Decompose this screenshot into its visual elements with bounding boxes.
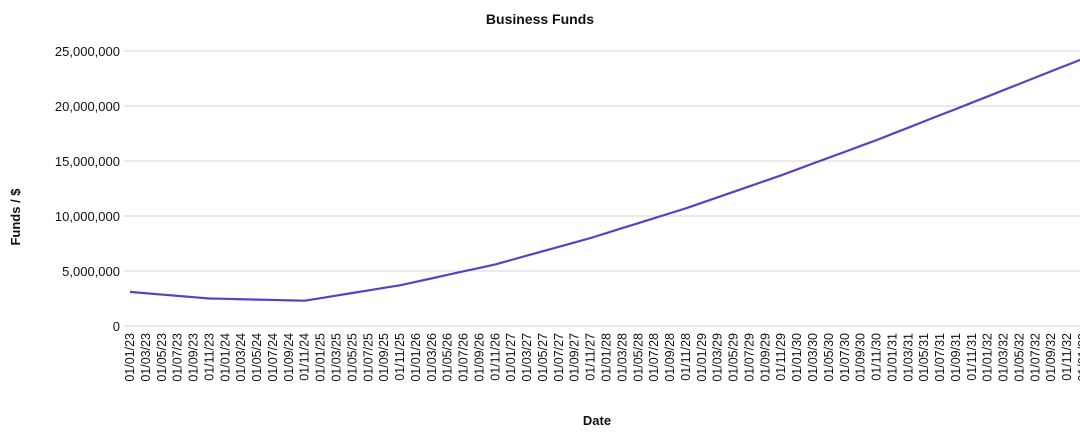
x-tick-label: 01/03/24: [234, 333, 248, 382]
x-tick-label: 01/07/30: [838, 333, 852, 382]
x-tick-label: 01/11/28: [679, 333, 693, 381]
x-tick-label: 01/03/30: [806, 333, 820, 382]
x-tick-label: 01/01/30: [790, 333, 804, 382]
x-tick-label: 01/01/24: [218, 333, 232, 382]
x-tick-label: 01/09/26: [472, 333, 486, 382]
x-tick-label: 01/07/28: [647, 333, 661, 382]
x-tick-label: 01/03/26: [425, 333, 439, 382]
x-tick-label: 01/09/27: [568, 333, 582, 382]
x-tick-label: 01/05/25: [345, 333, 359, 382]
x-tick-label: 01/07/24: [266, 333, 280, 382]
x-tick-label: 01/11/30: [870, 333, 884, 381]
x-tick-label: 01/01/31: [885, 333, 899, 382]
x-tick-label: 01/03/32: [997, 333, 1011, 382]
y-axis-title: Funds / $: [8, 188, 23, 246]
x-tick-label: 01/05/31: [917, 333, 931, 382]
x-tick-label: 01/01/29: [695, 333, 709, 382]
x-tick-label: 01/11/29: [774, 333, 788, 381]
x-tick-label: 01/03/29: [711, 333, 725, 382]
x-tick-label: 01/05/30: [822, 333, 836, 382]
x-tick-label: 01/07/29: [742, 333, 756, 382]
x-tick-label: 01/09/32: [1044, 333, 1058, 382]
x-tick-label: 01/01/26: [409, 333, 423, 382]
x-tick-label: 01/01/28: [600, 333, 614, 382]
x-tick-label: 01/05/23: [155, 333, 169, 382]
x-tick-label: 01/05/24: [250, 333, 264, 382]
line-series: [129, 58, 1080, 302]
x-tick-label: 01/11/23: [202, 333, 216, 381]
y-tick-label: 10,000,000: [55, 209, 120, 224]
x-tick-label: 01/05/26: [441, 333, 455, 382]
y-tick-label: 20,000,000: [55, 99, 120, 114]
x-tick-label: 01/09/30: [854, 333, 868, 382]
x-tick-label: 01/09/31: [949, 333, 963, 382]
x-tick-label: 01/01/25: [314, 333, 328, 382]
x-tick-label: 01/09/25: [377, 333, 391, 382]
x-axis-title: Date: [583, 413, 611, 428]
y-tick-label: 15,000,000: [55, 154, 120, 169]
x-tick-label: 01/05/28: [631, 333, 645, 382]
x-tick-label: 01/03/27: [520, 333, 534, 382]
x-tick-label: 01/09/28: [663, 333, 677, 382]
x-tick-label: 01/03/23: [139, 333, 153, 382]
chart-title: Business Funds: [486, 11, 594, 27]
x-tick-label: 01/07/23: [171, 333, 185, 382]
x-tick-label: 01/07/27: [552, 333, 566, 382]
x-tick-label: 01/11/25: [393, 333, 407, 381]
x-tick-label: 01/11/31: [965, 333, 979, 381]
x-tick-label: 01/03/31: [901, 333, 915, 382]
x-tick-label: 01/05/29: [727, 333, 741, 382]
y-tick-label: 5,000,000: [62, 264, 120, 279]
y-tick-label: 25,000,000: [55, 44, 120, 59]
x-tick-label: 01/07/32: [1028, 333, 1042, 382]
x-tick-label: 01/09/23: [187, 333, 201, 382]
x-tick-label: 01/01/27: [504, 333, 518, 382]
x-tick-label: 01/03/25: [329, 333, 343, 382]
y-tick-label: 0: [113, 319, 120, 334]
x-tick-label: 01/09/29: [758, 333, 772, 382]
x-tick-label: 01/03/28: [615, 333, 629, 382]
x-tick-label: 01/05/27: [536, 333, 550, 382]
x-tick-label: 01/11/27: [584, 333, 598, 381]
x-tick-label: 01/07/31: [933, 333, 947, 382]
x-tick-label: 01/07/25: [361, 333, 375, 382]
x-tick-label: 01/01/23: [123, 333, 137, 382]
x-tick-label: 01/05/32: [1012, 333, 1026, 382]
x-tick-label: 01/11/24: [298, 333, 312, 381]
x-tick-label: 01/09/24: [282, 333, 296, 382]
x-tick-label: 01/11/26: [488, 333, 502, 381]
x-tick-label: 01/11/32: [1060, 333, 1074, 381]
x-tick-label: 01/01/32: [981, 333, 995, 382]
x-tick-label: 01/01/33: [1076, 333, 1080, 382]
x-tick-label: 01/07/26: [457, 333, 471, 382]
